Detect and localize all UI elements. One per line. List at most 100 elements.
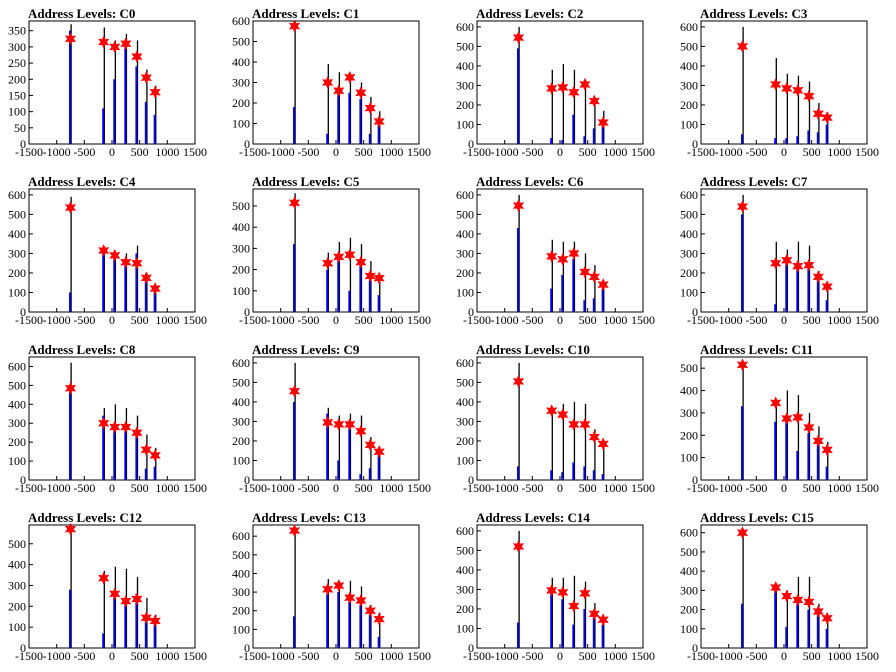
y-tick-label: 300: [456, 414, 474, 428]
x-tick-label: 1000: [379, 145, 403, 159]
star-marker: [97, 416, 110, 430]
x-tick-label: 1500: [183, 649, 207, 663]
star-marker: [568, 85, 580, 99]
chart-panel: 0 100 200 300 400 500 600 -1500 -1000 -500 0 500 100…: [672, 168, 896, 336]
y-tick-label: 400: [456, 563, 474, 577]
chart-title: Address Levels: C15: [700, 510, 814, 525]
x-tick-label: 1500: [631, 481, 655, 495]
y-tick-label: 400: [8, 227, 26, 241]
y-tick-label: 250: [8, 56, 26, 70]
star-marker: [803, 595, 815, 609]
y-tick-label: 400: [456, 227, 474, 241]
star-marker: [355, 86, 367, 100]
y-tick-label: 300: [456, 246, 474, 260]
star-marker: [781, 411, 793, 426]
star-marker: [512, 374, 525, 389]
star-marker: [579, 265, 591, 279]
x-tick-label: -500: [297, 313, 319, 327]
x-tick-label: 1000: [155, 313, 179, 327]
x-tick-label: -1500: [15, 145, 43, 159]
y-tick-label: 0: [692, 473, 698, 487]
y-tick-label: 400: [232, 566, 250, 580]
x-tick-label: -1000: [715, 313, 743, 327]
y-tick-label: 100: [8, 454, 26, 468]
star-marker: [333, 84, 345, 98]
star-marker: [557, 80, 569, 94]
x-tick-label: 500: [579, 481, 597, 495]
y-tick-label: 200: [8, 266, 26, 280]
y-tick-label: 0: [20, 305, 26, 319]
y-tick-label: 500: [680, 545, 698, 559]
y-tick-label: 200: [8, 72, 26, 86]
star-marker: [131, 49, 143, 64]
chart-title: Address Levels: C4: [28, 174, 136, 189]
chart-svg: 0 100 200 300 400 500 -1500 -1000 -500 0 500 1000 15…: [680, 356, 879, 495]
star-marker: [545, 583, 558, 598]
y-tick-label: 300: [680, 406, 698, 420]
chart-panel: 0 100 200 300 400 500 600 -1500 -1000 -500 0 500 100…: [672, 0, 896, 168]
y-tick-label: 600: [232, 14, 250, 28]
chart-panel: 0 100 200 300 400 500 600 -1500 -1000 -500 0 500 100…: [448, 504, 672, 672]
x-tick-label: -1500: [687, 313, 715, 327]
star-marker: [321, 415, 334, 430]
chart-svg: 0 100 200 300 400 500 600 -1500 -1000 -500 0 500 100…: [680, 20, 879, 159]
y-tick-label: 200: [456, 266, 474, 280]
star-marker: [321, 256, 334, 270]
x-tick-label: 0: [109, 313, 115, 327]
plot-frame: [700, 188, 868, 313]
y-tick-label: 0: [692, 641, 698, 655]
x-tick-label: -1000: [491, 313, 519, 327]
chart-svg: 0 100 200 300 400 500 600 -1500 -1000 -500 0 500 100…: [456, 188, 655, 327]
star-marker: [736, 39, 749, 53]
y-tick-label: 500: [8, 378, 26, 392]
x-tick-label: -1500: [239, 145, 267, 159]
star-marker: [769, 256, 782, 270]
chart-panel: 0 100 200 300 400 500 600 -1500 -1000 -500 0 500 100…: [0, 168, 224, 336]
y-tick-label: 200: [8, 599, 26, 613]
y-tick-label: 200: [456, 98, 474, 112]
star-marker: [344, 591, 356, 605]
chart-title: Address Levels: C12: [28, 510, 142, 525]
x-tick-label: -1500: [239, 481, 267, 495]
y-tick-label: 300: [232, 241, 250, 255]
y-tick-label: 100: [456, 621, 474, 635]
star-marker: [64, 522, 77, 536]
y-tick-label: 400: [232, 55, 250, 69]
y-tick-label: 0: [20, 641, 26, 655]
star-marker: [109, 248, 121, 262]
y-tick-label: 400: [680, 564, 698, 578]
chart-panel: 0 100 200 300 400 500 -1500 -1000 -500 0 500 1000 15…: [0, 504, 224, 672]
y-tick-label: 600: [456, 356, 474, 370]
y-tick-label: 100: [680, 117, 698, 131]
chart-svg: 0 100 200 300 400 500 600 -1500 -1000 -500 0 500 100…: [232, 356, 431, 495]
x-tick-label: -1000: [715, 481, 743, 495]
star-marker: [97, 35, 110, 49]
y-tick-label: 100: [680, 622, 698, 636]
x-tick-label: 500: [131, 313, 149, 327]
x-tick-label: 500: [579, 145, 597, 159]
y-tick-label: 0: [468, 473, 474, 487]
x-tick-label: 500: [579, 313, 597, 327]
y-tick-label: 100: [456, 117, 474, 131]
x-tick-label: 1500: [407, 481, 431, 495]
x-tick-label: 1500: [631, 313, 655, 327]
y-tick-label: 500: [680, 207, 698, 221]
chart-panel: 0 100 200 300 400 500 600 -1500 -1000 -500 0 500 100…: [224, 504, 448, 672]
y-tick-label: 100: [232, 453, 250, 467]
y-tick-label: 0: [692, 305, 698, 319]
x-tick-label: -1500: [687, 145, 715, 159]
chart-svg: 0 100 200 300 400 500 600 -1500 -1000 -500 0 500 100…: [456, 20, 655, 159]
star-marker: [588, 270, 601, 284]
x-tick-label: 500: [355, 649, 373, 663]
y-tick-label: 100: [232, 622, 250, 636]
star-marker: [364, 269, 377, 283]
x-tick-label: 1000: [155, 145, 179, 159]
star-marker: [803, 258, 815, 272]
x-tick-label: 1500: [855, 649, 879, 663]
star-marker: [736, 526, 749, 540]
chart-svg: 0 100 200 300 400 500 600 -1500 -1000 -500 0 500 100…: [680, 188, 879, 327]
plot-frame: [252, 20, 420, 145]
star-marker: [109, 40, 121, 54]
y-tick-label: 200: [8, 435, 26, 449]
x-tick-label: -500: [297, 481, 319, 495]
